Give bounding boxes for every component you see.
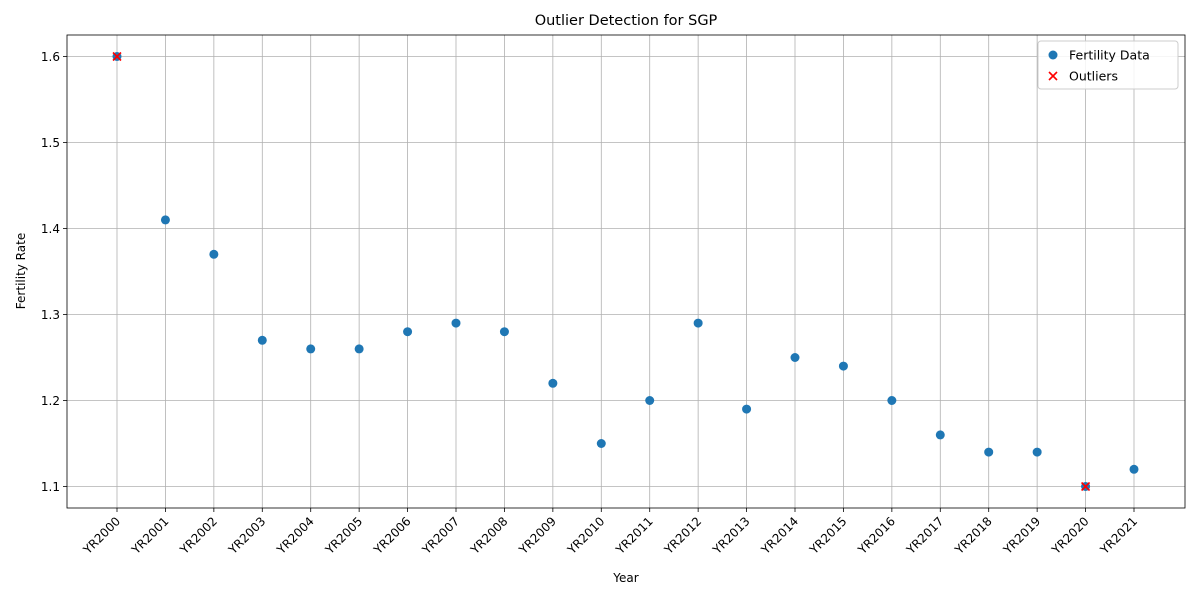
fertility-data-point <box>935 430 945 440</box>
legend-marker-fertility-data <box>1048 50 1058 60</box>
legend-marker-outliers <box>1048 71 1058 81</box>
legend-box <box>1037 40 1179 90</box>
outlier-x-stroke <box>1081 481 1091 492</box>
outlier-marker <box>1081 481 1091 492</box>
legend-x-stroke <box>1048 71 1058 81</box>
legend-label-outliers: Outliers <box>1069 69 1118 84</box>
fertility-data-point <box>693 318 703 328</box>
fertility-data-point <box>257 335 267 345</box>
fertility-data-point <box>1129 464 1139 474</box>
fertility-data-point <box>1032 447 1042 457</box>
data-marks <box>112 51 1139 492</box>
fertility-data-point <box>209 249 219 259</box>
y-tick-label: 1.1 <box>41 480 60 494</box>
fertility-data-point <box>160 215 170 225</box>
fertility-data-point <box>499 327 509 337</box>
legend: Fertility Data Outliers <box>1037 40 1179 90</box>
y-axis-label: Fertility Rate <box>14 233 28 309</box>
fertility-data-point <box>645 396 655 405</box>
x-axis-label: Year <box>612 571 638 585</box>
fertility-data-point <box>887 396 897 405</box>
plot-frame <box>66 34 1186 509</box>
fertility-data-point <box>403 327 413 337</box>
fertility-data-point <box>838 361 848 371</box>
chart-title: Outlier Detection for SGP <box>535 13 718 29</box>
grid-lines <box>67 35 1185 508</box>
fertility-data-point <box>790 353 800 362</box>
y-tick-label: 1.6 <box>41 50 60 64</box>
y-tick-label: 1.4 <box>41 222 60 236</box>
fertility-data-point <box>306 344 316 354</box>
y-tick-label: 1.2 <box>41 394 60 408</box>
fertility-data-point <box>596 439 606 448</box>
y-tick-label: 1.5 <box>41 136 60 150</box>
legend-label-fertility-data: Fertility Data <box>1069 48 1150 63</box>
fertility-data-point <box>742 404 752 414</box>
fertility-data-point <box>354 344 364 354</box>
fertility-data-point <box>548 378 558 388</box>
fertility-data-point <box>451 318 461 328</box>
y-tick-label: 1.3 <box>41 308 60 322</box>
outlier-x-stroke <box>112 51 122 62</box>
fertility-data-point <box>984 447 994 457</box>
outlier-marker <box>112 51 122 62</box>
